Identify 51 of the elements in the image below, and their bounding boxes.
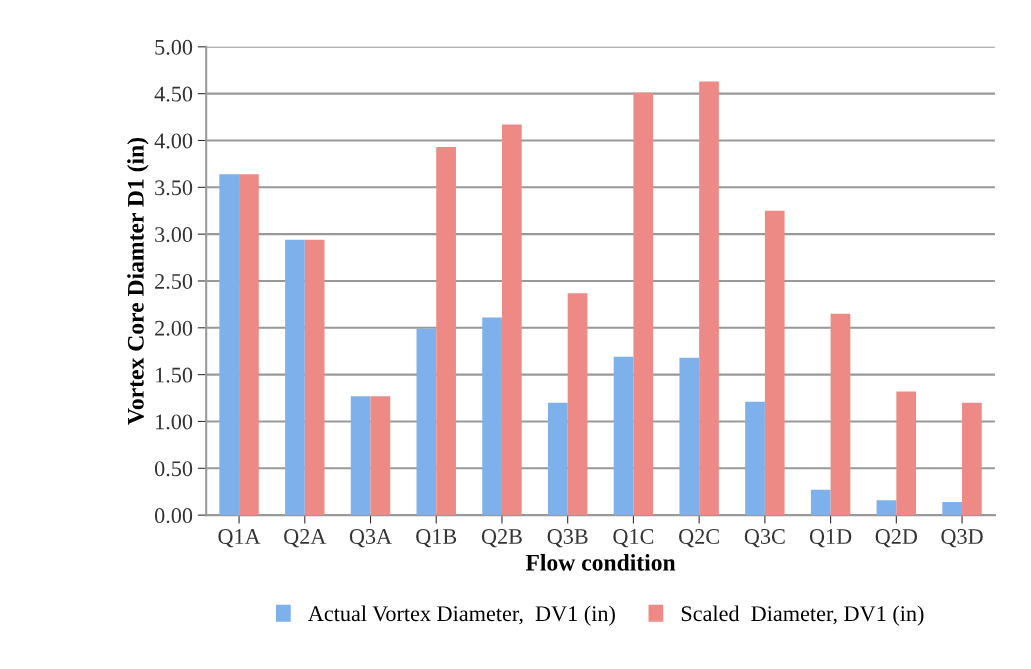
x-tick-label: Q2A <box>284 529 327 548</box>
bar <box>436 147 456 516</box>
x-tick-label: Q2C <box>679 529 719 548</box>
bar <box>699 81 719 516</box>
x-tick-label: Q3D <box>941 529 983 548</box>
x-tick-label: Q1A <box>218 529 261 548</box>
y-tick-label: 3.50 <box>155 180 193 196</box>
x-axis-title: Flow condition <box>525 554 676 571</box>
legend-label: Actual Vortex Diameter, DV1 (in) <box>308 605 615 626</box>
y-tick-label: 0.50 <box>154 461 193 477</box>
bar <box>219 174 240 516</box>
bar <box>876 500 897 516</box>
y-axis-title: Vortex Core Diamter D1 (in) <box>127 137 149 425</box>
x-tick-label: Q1B <box>416 529 457 548</box>
bar <box>547 402 568 516</box>
bar <box>764 210 785 516</box>
y-tick-label: 2.50 <box>155 273 193 290</box>
bar <box>416 328 437 516</box>
bar <box>613 356 634 516</box>
bar <box>745 401 765 516</box>
bar <box>482 317 502 516</box>
y-tick-label: 1.50 <box>156 367 193 383</box>
bar <box>810 489 831 516</box>
y-tick-label: 0.00 <box>154 508 193 524</box>
bar <box>304 239 325 516</box>
legend-label: Scaled Diameter, DV1 (in) <box>681 605 924 626</box>
bar <box>830 313 851 516</box>
bar <box>679 357 700 516</box>
x-tick-label: Q3B <box>547 529 588 548</box>
bar <box>896 391 917 516</box>
x-tick-label: Q3C <box>744 529 785 548</box>
y-tick-label: 3.00 <box>155 227 193 243</box>
y-tick-label: 5.00 <box>155 39 193 55</box>
x-tick-label: Q3A <box>349 529 392 548</box>
x-tick-label: Q2B <box>481 529 522 548</box>
y-tick-label: 1.00 <box>156 414 193 430</box>
bar <box>962 402 982 516</box>
bar <box>567 293 588 516</box>
y-tick-label: 4.00 <box>154 133 193 149</box>
y-tick-label: 2.00 <box>155 320 193 336</box>
x-tick-label: Q1C <box>613 529 654 548</box>
bar <box>370 396 391 516</box>
x-tick-label: Q1D <box>809 529 852 548</box>
bar <box>239 174 259 516</box>
y-tick-label: 4.50 <box>154 86 193 102</box>
x-tick-label: Q2D <box>875 529 918 548</box>
bar <box>501 124 522 516</box>
bar <box>942 502 963 516</box>
bar <box>285 239 305 516</box>
bar <box>350 396 371 516</box>
bar <box>633 92 654 516</box>
